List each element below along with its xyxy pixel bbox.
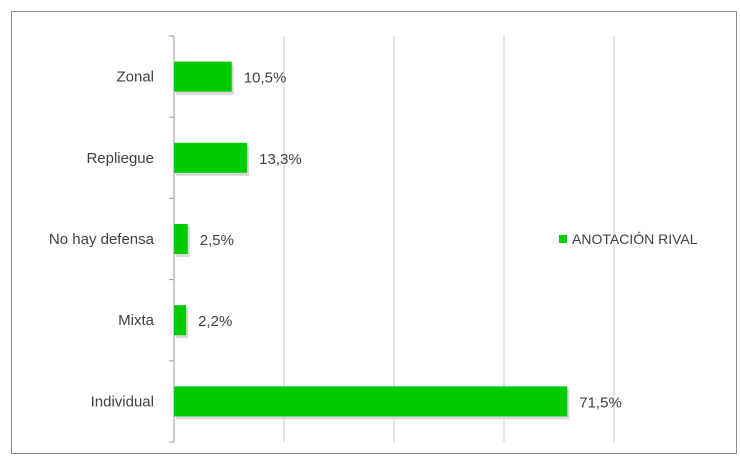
data-label: 71,5%: [579, 394, 622, 411]
bar: [174, 142, 248, 173]
bar: [174, 386, 568, 417]
data-label: 2,5%: [200, 232, 234, 249]
category-label: Individual: [91, 393, 154, 410]
data-label: 10,5%: [244, 70, 287, 87]
data-label: 13,3%: [259, 151, 302, 168]
bars: [174, 61, 570, 420]
legend-swatch: [559, 235, 567, 243]
category-label: Mixta: [118, 312, 154, 329]
gridlines: [283, 36, 615, 442]
bar: [174, 305, 187, 336]
labels: Zonal 10,5% Repliegue 13,3% No hay defensa 2,…: [49, 69, 622, 412]
category-label: No hay defensa: [49, 231, 155, 248]
bar: [174, 61, 232, 92]
category-label: Zonal: [116, 69, 154, 86]
bar: [174, 224, 188, 254]
data-label: 2,2%: [198, 313, 232, 330]
chart-frame: [11, 11, 737, 454]
legend: ANOTACIÓN RIVAL: [559, 230, 698, 248]
category-axis: [169, 35, 175, 443]
category-label: Repliegue: [86, 150, 154, 167]
legend-series-name: ANOTACIÓN RIVAL: [572, 231, 698, 247]
